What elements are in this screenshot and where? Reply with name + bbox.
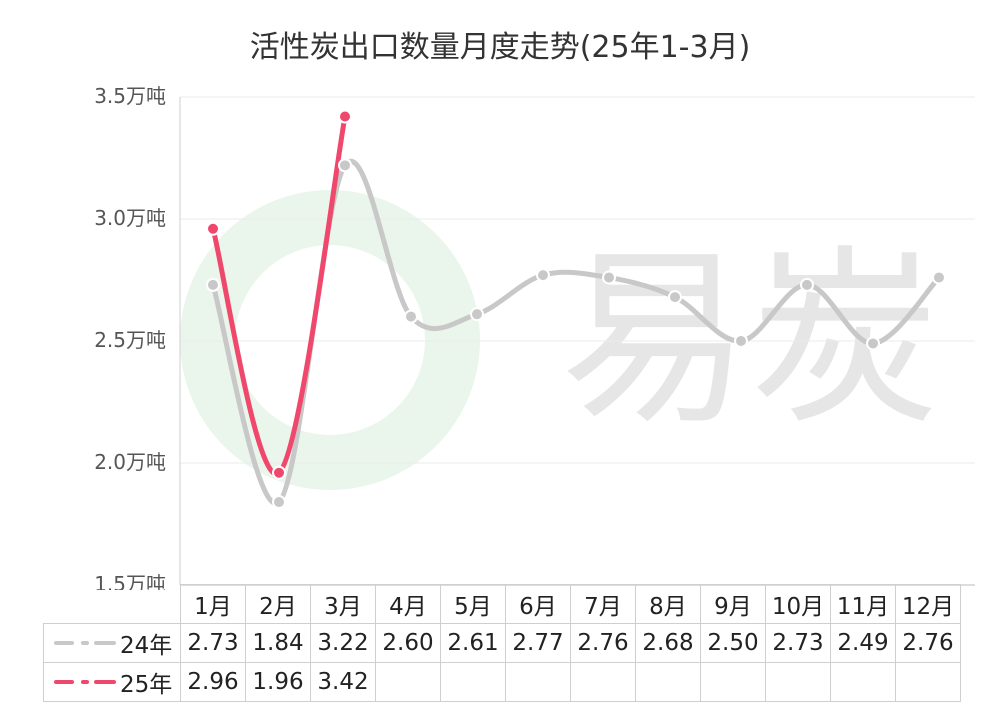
x-tick-label: 4月 — [375, 584, 441, 624]
x-tick-label: 10月 — [765, 584, 831, 624]
data-label: 2.68 — [635, 623, 701, 663]
legend-item: 24年 — [43, 623, 181, 663]
data-label: 2.96 — [180, 662, 246, 702]
x-tick-label: 2月 — [245, 584, 311, 624]
data-point — [536, 268, 550, 283]
data-label — [440, 662, 506, 702]
data-label — [830, 662, 896, 702]
data-point — [206, 277, 220, 292]
x-tick-label: 12月 — [895, 584, 961, 624]
data-point — [668, 290, 682, 305]
legend-line-marker — [54, 680, 116, 684]
data-label: 1.84 — [245, 623, 311, 663]
data-point — [470, 307, 484, 322]
legend-label: 24年 — [120, 633, 173, 659]
data-label — [765, 662, 831, 702]
data-label — [570, 662, 636, 702]
y-tick-label: 2.5万吨 — [94, 328, 166, 352]
data-label: 2.76 — [570, 623, 636, 663]
legend-item: 25年 — [43, 662, 181, 702]
data-label: 2.76 — [895, 623, 961, 663]
data-label: 2.77 — [505, 623, 571, 663]
table-corner — [43, 584, 181, 624]
x-tick-label: 8月 — [635, 584, 701, 624]
data-label: 2.61 — [440, 623, 506, 663]
watermark-logo — [180, 190, 480, 490]
chart-title: 活性炭出口数量月度走势(25年1-3月) — [249, 30, 751, 65]
y-tick-label: 3.0万吨 — [94, 206, 166, 230]
legend-line-marker — [54, 641, 116, 645]
data-point — [272, 495, 286, 510]
x-tick-label: 6月 — [505, 584, 571, 624]
data-point — [734, 334, 748, 348]
data-label: 2.49 — [830, 623, 896, 663]
x-tick-label: 3月 — [310, 584, 376, 624]
x-tick-label: 9月 — [700, 584, 766, 624]
table-row: 25年 2.96 1.96 3.42 — [43, 662, 961, 702]
table-row: 24年 2.73 1.84 3.22 2.60 2.61 2.77 2.76 2.68 2.50 2… — [43, 623, 961, 663]
data-label: 1.96 — [245, 662, 311, 702]
x-tick-label: 11月 — [830, 584, 896, 624]
data-label — [895, 662, 961, 702]
y-tick-label: 3.5万吨 — [94, 84, 166, 108]
data-table: 1月 2月 3月 4月 5月 6月 7月 8月 9月 10月 11月 12月 24年 2.73 1.84 3.… — [43, 584, 961, 702]
data-point — [932, 270, 946, 285]
data-point — [338, 158, 352, 173]
data-label — [505, 662, 571, 702]
data-point — [338, 109, 352, 124]
legend-label: 25年 — [120, 672, 173, 698]
y-tick-label: 2.0万吨 — [94, 450, 166, 474]
data-label — [375, 662, 441, 702]
data-point — [866, 336, 880, 351]
x-tick-label: 7月 — [570, 584, 636, 624]
data-point — [404, 309, 418, 324]
data-label: 2.50 — [700, 623, 766, 663]
x-tick-label: 1月 — [180, 584, 246, 624]
data-point — [206, 221, 220, 236]
data-label: 2.73 — [180, 623, 246, 663]
x-tick-label: 5月 — [440, 584, 506, 624]
data-label: 2.60 — [375, 623, 441, 663]
data-label: 3.22 — [310, 623, 376, 663]
data-label: 3.42 — [310, 662, 376, 702]
data-label: 2.73 — [765, 623, 831, 663]
data-label — [700, 662, 766, 702]
data-label — [635, 662, 701, 702]
data-point — [800, 277, 814, 292]
data-point — [602, 270, 616, 285]
data-point — [272, 465, 286, 480]
